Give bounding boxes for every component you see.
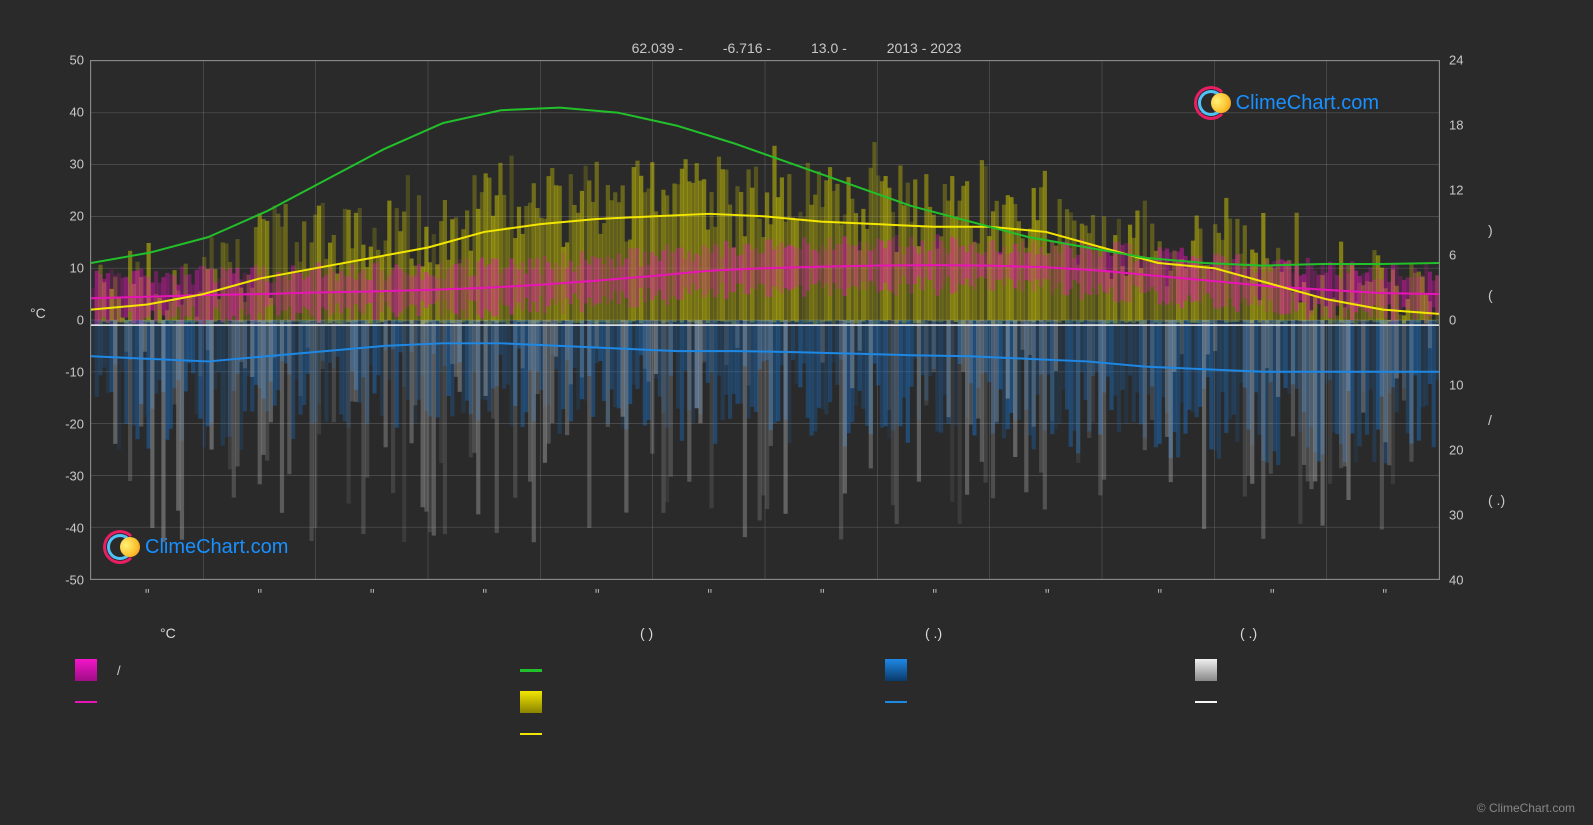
y-left-tick: 20 <box>50 209 84 224</box>
x-tick: י י <box>1157 585 1161 599</box>
legend-label: / <box>117 663 121 678</box>
legend-header-3: ( .) <box>925 625 942 641</box>
legend-item <box>520 719 562 749</box>
brand-logo-icon <box>103 530 137 564</box>
legend-swatch <box>1195 701 1217 703</box>
y-left-tick: 10 <box>50 261 84 276</box>
copyright-text: © ClimeChart.com <box>1477 801 1575 815</box>
legend-item: / <box>75 655 121 685</box>
legend-header-2: ( ) <box>640 625 653 641</box>
brand-text: ClimeChart.com <box>1236 92 1379 115</box>
x-tick: י י <box>369 585 373 599</box>
y-left-tick: -20 <box>50 417 84 432</box>
legend-item <box>885 687 927 717</box>
x-tick: י י <box>1269 585 1273 599</box>
legend-item <box>75 687 121 717</box>
y-right-tick: 20 <box>1449 443 1463 458</box>
x-tick: י י <box>144 585 148 599</box>
x-axis-ticks: י יי יי יי יי יי יי יי יי יי יי יי י <box>90 585 1440 605</box>
legend-column: / <box>75 655 121 719</box>
x-tick: י י <box>819 585 823 599</box>
y-right-tick: 40 <box>1449 573 1463 588</box>
x-tick: י י <box>707 585 711 599</box>
legend-item <box>520 687 562 717</box>
y-left-tick: 50 <box>50 53 84 68</box>
legend-item <box>1195 655 1237 685</box>
legend-swatch <box>520 669 542 672</box>
header-lat: 62.039 - <box>632 40 683 56</box>
y-left-tick: 0 <box>50 313 84 328</box>
y-right-label-glyph: ( <box>1488 287 1493 303</box>
brand-logo-icon <box>1194 86 1228 120</box>
legend-item <box>885 655 927 685</box>
y-left-axis-label: °C <box>30 305 46 321</box>
legend-column <box>885 655 927 719</box>
legend-item <box>520 655 562 685</box>
legend-header-4: ( .) <box>1240 625 1257 641</box>
y-right-tick: 30 <box>1449 508 1463 523</box>
y-left-tick: -30 <box>50 469 84 484</box>
y-right-tick: 18 <box>1449 118 1463 133</box>
watermark-top: ClimeChart.com <box>1194 86 1379 120</box>
y-right-tick: 12 <box>1449 183 1463 198</box>
legend-header-1: °C <box>160 625 176 641</box>
y-left-tick: -10 <box>50 365 84 380</box>
y-left-tick: -50 <box>50 573 84 588</box>
y-right-tick: 10 <box>1449 378 1463 393</box>
legend-item <box>1195 687 1237 717</box>
watermark-bottom: ClimeChart.com <box>103 530 288 564</box>
legend-swatch <box>75 659 97 681</box>
legend-swatch <box>75 701 97 703</box>
x-tick: י י <box>257 585 261 599</box>
legend-column <box>1195 655 1237 719</box>
x-tick: י י <box>482 585 486 599</box>
legend-swatch <box>1195 659 1217 681</box>
x-tick: י י <box>1382 585 1386 599</box>
y-left-ticks: 50403020100-10-20-30-40-50 <box>50 60 88 580</box>
x-tick: י י <box>594 585 598 599</box>
legend-swatch <box>520 733 542 735</box>
y-right-tick: 24 <box>1449 53 1463 68</box>
x-tick: י י <box>1044 585 1048 599</box>
legend-headers: °C ( ) ( .) ( .) <box>90 625 1440 647</box>
y-right-ticks: 2418126010203040 <box>1445 60 1485 580</box>
legend-column <box>520 655 562 751</box>
chart-svg <box>91 61 1439 579</box>
chart-header: 62.039 - -6.716 - 13.0 - 2013 - 2023 <box>0 40 1593 56</box>
y-right-tick: 6 <box>1449 248 1456 263</box>
chart-plot-area: ClimeChart.com ClimeChart.com <box>90 60 1440 580</box>
legend-swatch <box>520 691 542 713</box>
header-elev: 13.0 - <box>811 40 847 56</box>
legend-swatch <box>885 659 907 681</box>
y-right-label-glyph: / <box>1488 412 1492 428</box>
y-left-tick: 30 <box>50 157 84 172</box>
x-tick: י י <box>932 585 936 599</box>
y-left-tick: 40 <box>50 105 84 120</box>
legend-swatch <box>885 701 907 703</box>
y-right-label-glyph: ) <box>1488 222 1493 238</box>
brand-text: ClimeChart.com <box>145 536 288 559</box>
y-left-tick: -40 <box>50 521 84 536</box>
y-right-tick: 0 <box>1449 313 1456 328</box>
header-years: 2013 - 2023 <box>887 40 962 56</box>
y-right-label-glyph: ( .) <box>1488 492 1505 508</box>
header-lon: -6.716 - <box>723 40 771 56</box>
y-right-axis-labels: ) ( / ( .) <box>1488 60 1518 580</box>
